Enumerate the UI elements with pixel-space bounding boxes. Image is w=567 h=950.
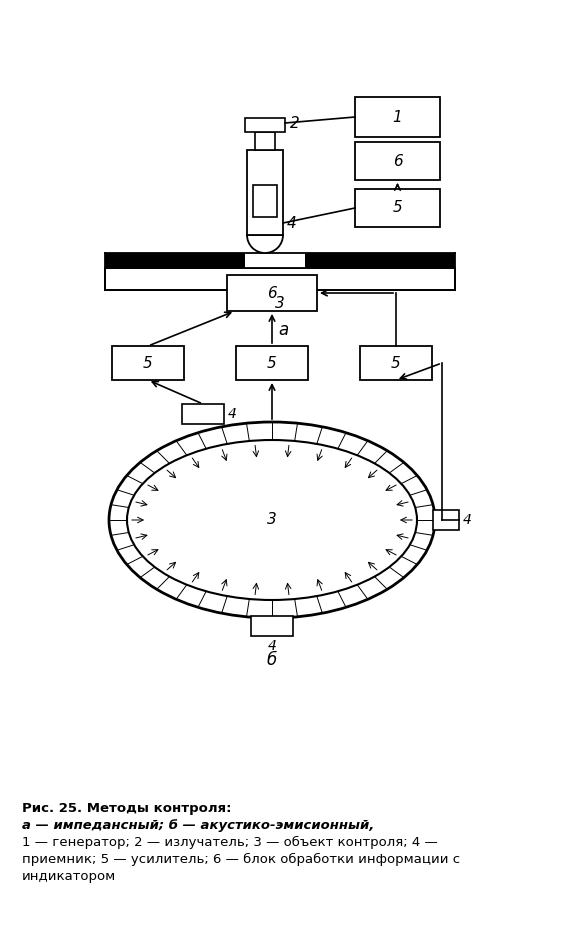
Text: 4: 4: [228, 407, 237, 421]
Ellipse shape: [127, 440, 417, 600]
Bar: [355, 189, 440, 227]
Text: б: б: [267, 651, 277, 669]
Text: а: а: [278, 321, 288, 339]
Bar: [245, 118, 285, 132]
Text: 3: 3: [267, 512, 277, 527]
Bar: [355, 142, 440, 180]
Bar: [182, 404, 224, 424]
Bar: [251, 616, 293, 636]
Text: а — импедансный; б — акустико-эмисионный,: а — импедансный; б — акустико-эмисионный…: [22, 819, 374, 832]
Ellipse shape: [109, 422, 435, 618]
Text: 5: 5: [267, 355, 277, 370]
Text: приемник; 5 — усилитель; 6 — блок обработки информации с: приемник; 5 — усилитель; 6 — блок обрабо…: [22, 853, 460, 866]
Bar: [227, 275, 317, 311]
Bar: [255, 132, 275, 150]
Text: 4: 4: [268, 639, 277, 653]
Text: Рис. 25. Методы контроля:: Рис. 25. Методы контроля:: [22, 802, 231, 815]
Text: индикатором: индикатором: [22, 870, 116, 883]
Bar: [236, 346, 308, 380]
Text: 5: 5: [143, 355, 153, 370]
Text: 1: 1: [392, 109, 403, 124]
Bar: [245, 253, 305, 268]
Bar: [112, 346, 184, 380]
Bar: [433, 510, 459, 530]
Text: 6: 6: [267, 286, 277, 300]
Bar: [105, 253, 455, 268]
Bar: [105, 268, 455, 290]
Text: 2: 2: [290, 116, 300, 130]
Bar: [247, 150, 283, 235]
Text: 1 — генератор; 2 — излучатель; 3 — объект контроля; 4 —: 1 — генератор; 2 — излучатель; 3 — объек…: [22, 836, 438, 849]
Text: 3: 3: [275, 296, 285, 312]
Text: 4: 4: [287, 216, 297, 231]
Bar: [253, 185, 277, 217]
Text: 5: 5: [392, 200, 403, 216]
Text: 6: 6: [392, 154, 403, 168]
Text: 4: 4: [463, 513, 472, 527]
Wedge shape: [247, 235, 283, 253]
Bar: [355, 97, 440, 137]
Text: 5: 5: [391, 355, 401, 370]
Bar: [360, 346, 432, 380]
